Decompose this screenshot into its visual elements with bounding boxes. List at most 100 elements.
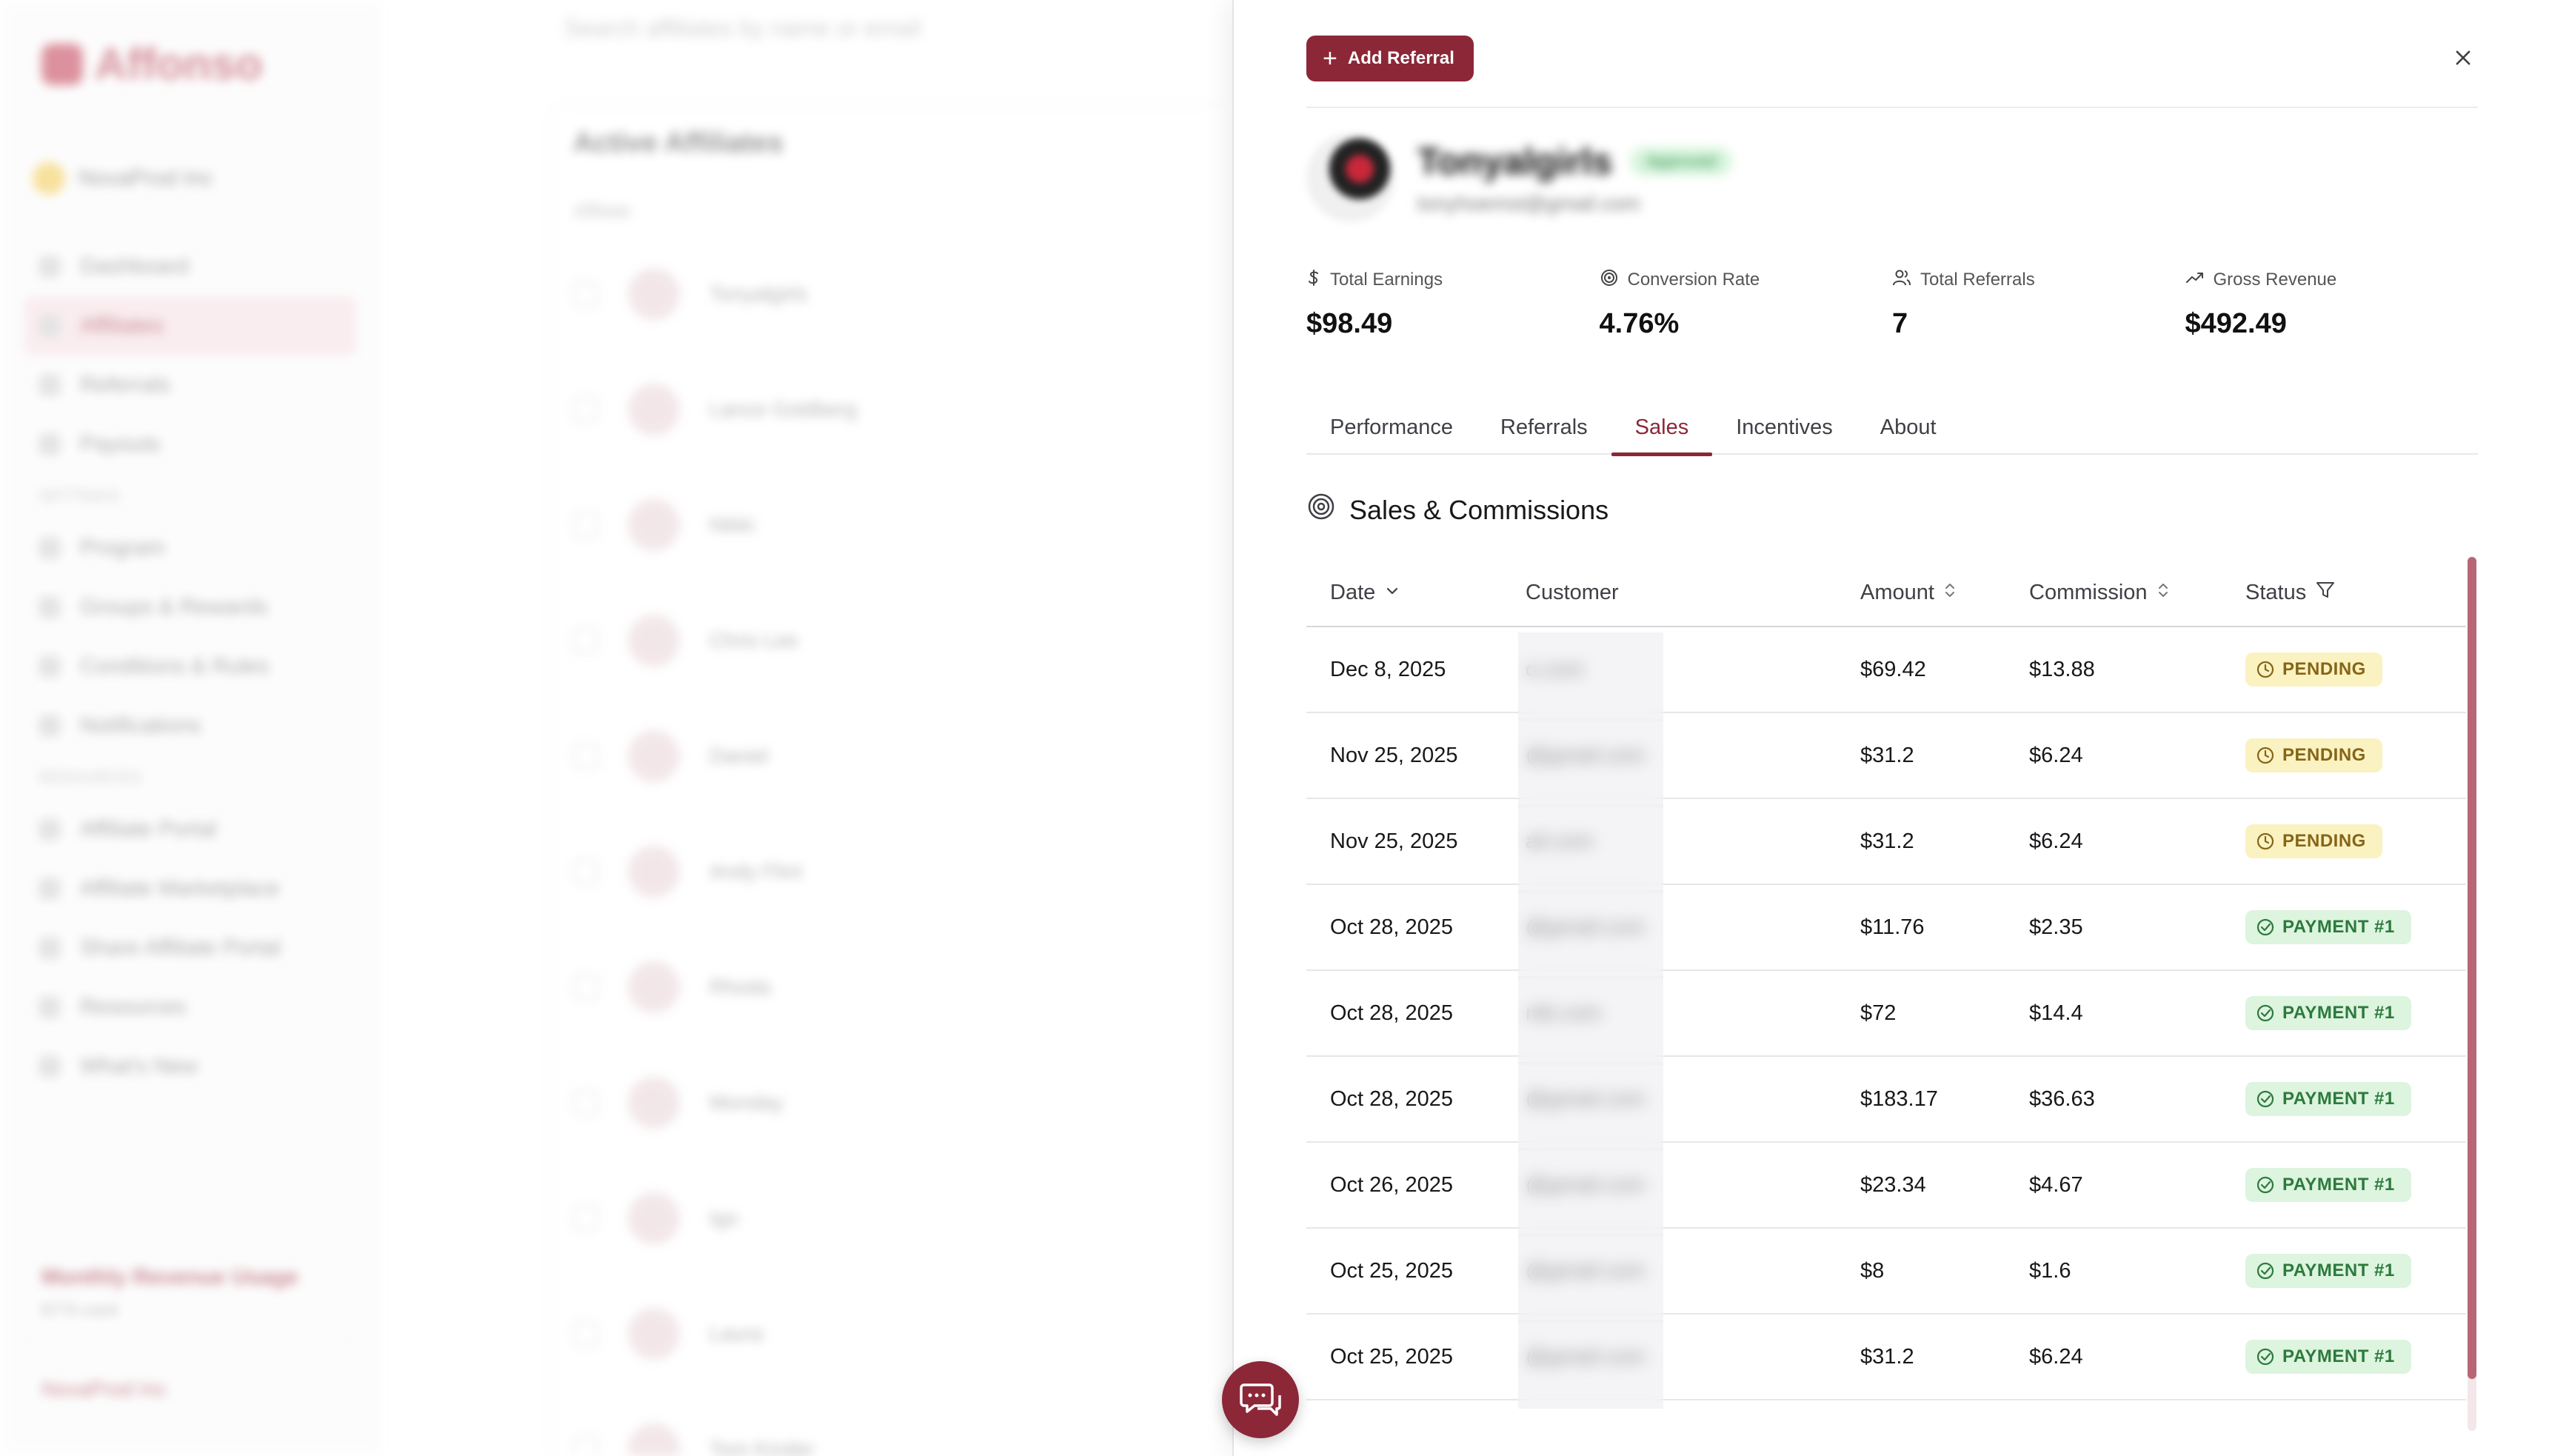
trending-up-icon bbox=[2185, 268, 2205, 293]
bg-nav-item: Payouts bbox=[24, 415, 357, 474]
redaction-blur bbox=[1518, 804, 1663, 893]
cell-status: PAYMENT #1 bbox=[2245, 884, 2466, 971]
cell-date: Oct 28, 2025 bbox=[1306, 884, 1526, 971]
redaction-blur bbox=[1518, 1233, 1663, 1323]
bg-workspace-name: NovaProd Inc bbox=[78, 166, 213, 190]
stat-value: $98.49 bbox=[1306, 308, 1393, 339]
stat-gross-revenue: Gross Revenue $492.49 bbox=[2185, 268, 2479, 340]
cell-customer: @gmail.com bbox=[1518, 1228, 1860, 1323]
add-referral-label: Add Referral bbox=[1347, 48, 1454, 68]
affiliate-profile: Tonyalgirls Approved tonyhoemst@gmail.co… bbox=[1306, 133, 1733, 222]
status-badge: PENDING bbox=[2245, 738, 2382, 772]
cell-amount: $31.2 bbox=[1860, 712, 2029, 799]
cell-customer: @gmail.com bbox=[1518, 712, 1860, 807]
cell-customer: ail.com bbox=[1518, 798, 1860, 893]
check-circle-icon bbox=[2256, 1175, 2275, 1195]
bg-user-name: NovaProd Inc bbox=[41, 1377, 167, 1400]
bg-nav-item: What's New bbox=[24, 1037, 357, 1096]
table-row[interactable]: Nov 25, 2025ail.com$31.2$6.24 PENDING bbox=[1306, 798, 2466, 893]
bg-nav-item: Affiliate Portal bbox=[24, 800, 357, 859]
status-text: PENDING bbox=[2282, 831, 2366, 851]
background-app: Affonso NovaProd Inc Dashboard Affiliate… bbox=[0, 0, 1232, 1456]
cell-commission: $36.63 bbox=[2029, 1056, 2245, 1143]
cell-date: Oct 26, 2025 bbox=[1306, 1142, 1526, 1229]
bg-row: Rhoda bbox=[573, 946, 1232, 1028]
dollar-icon bbox=[1306, 269, 1321, 292]
add-referral-button[interactable]: + Add Referral bbox=[1306, 36, 1474, 81]
bg-row: Chris Lee bbox=[573, 600, 1232, 681]
table-row[interactable]: Oct 26, 2025@gmail.com$23.34$4.67 PAYMENT… bbox=[1306, 1142, 2466, 1237]
bg-nav: Dashboard Affiliates Referrals Payouts S… bbox=[24, 237, 357, 1096]
table-row[interactable]: Oct 28, 2025@gmail.com$183.17$36.63 PAYME… bbox=[1306, 1056, 2466, 1151]
table-row[interactable]: Oct 25, 2025@gmail.com$8$1.6 PAYMENT #1 bbox=[1306, 1228, 2466, 1323]
status-text: PAYMENT #1 bbox=[2282, 1260, 2395, 1280]
column-customer: Customer bbox=[1526, 560, 1860, 627]
bg-nav-item: Conditions & Rules bbox=[24, 637, 357, 696]
stat-label: Gross Revenue bbox=[2213, 270, 2337, 290]
cell-date: Oct 25, 2025 bbox=[1306, 1228, 1526, 1315]
bg-table-header: Affiliate bbox=[573, 201, 632, 221]
scrollbar-thumb[interactable] bbox=[2468, 557, 2476, 1379]
stat-conversion-rate: Conversion Rate 4.76% bbox=[1600, 268, 1893, 340]
affiliate-name: Tonyalgirls bbox=[1417, 141, 1613, 182]
stats-row: Total Earnings $98.49 Conversion Rate 4.… bbox=[1306, 268, 2478, 340]
bg-nav-item: Groups & Rewards bbox=[24, 578, 357, 637]
status-badge: PAYMENT #1 bbox=[2245, 910, 2411, 944]
status-badge: PAYMENT #1 bbox=[2245, 1254, 2411, 1288]
redaction-blur bbox=[1518, 1147, 1663, 1237]
bg-usage-sub: $776 used bbox=[41, 1300, 118, 1319]
close-icon[interactable] bbox=[2442, 37, 2484, 79]
clock-icon bbox=[2256, 746, 2275, 765]
redaction-blur bbox=[1518, 632, 1663, 721]
bg-nav-item: Resources bbox=[24, 978, 357, 1037]
cell-amount: $183.17 bbox=[1860, 1056, 2029, 1143]
plus-icon: + bbox=[1323, 44, 1337, 73]
column-amount[interactable]: Amount bbox=[1860, 560, 2029, 627]
cell-amount: $23.34 bbox=[1860, 1142, 2029, 1229]
status-badge: PENDING bbox=[2245, 824, 2382, 858]
chevron-down-icon bbox=[1384, 581, 1400, 605]
sort-icon bbox=[1943, 581, 1957, 606]
tab-incentives[interactable]: Incentives bbox=[1736, 415, 1833, 439]
table-row[interactable]: Oct 28, 2025ntb.com$72$14.4 PAYMENT #1 bbox=[1306, 970, 2466, 1065]
bg-row: Igo bbox=[573, 1178, 1232, 1259]
stat-label: Total Earnings bbox=[1330, 270, 1443, 290]
bg-nav-item: Affiliate Marketplace bbox=[24, 859, 357, 918]
check-circle-icon bbox=[2256, 1261, 2275, 1280]
tab-referrals[interactable]: Referrals bbox=[1500, 415, 1588, 439]
bg-row: Monday bbox=[573, 1062, 1232, 1143]
cell-commission: $2.35 bbox=[2029, 884, 2245, 971]
bg-row: Andy Flint bbox=[573, 831, 1232, 912]
column-date[interactable]: Date bbox=[1306, 560, 1526, 627]
cell-commission: $4.67 bbox=[2029, 1142, 2245, 1229]
status-text: PAYMENT #1 bbox=[2282, 917, 2395, 937]
table-row[interactable]: Nov 25, 2025@gmail.com$31.2$6.24 PENDING bbox=[1306, 712, 2466, 807]
divider bbox=[1306, 107, 2478, 108]
column-status[interactable]: Status bbox=[2245, 560, 2466, 627]
table-row[interactable]: Oct 25, 2025@gmail.com$31.2$6.24 PAYMENT … bbox=[1306, 1314, 2466, 1409]
tab-performance[interactable]: Performance bbox=[1330, 415, 1454, 439]
table-row[interactable]: Dec 8, 2025o.com$69.42$13.88 PENDING bbox=[1306, 627, 2466, 721]
cell-amount: $69.42 bbox=[1860, 627, 2029, 713]
cell-date: Oct 25, 2025 bbox=[1306, 1314, 1526, 1400]
table-row[interactable]: Oct 28, 2025@gmail.com$11.76$2.35 PAYMENT… bbox=[1306, 884, 2466, 979]
tab-about[interactable]: About bbox=[1880, 415, 1937, 439]
bg-row: Laura bbox=[573, 1293, 1232, 1375]
avatar bbox=[1306, 133, 1395, 222]
stat-value: 7 bbox=[1892, 308, 1908, 339]
filter-icon[interactable] bbox=[2315, 580, 2336, 607]
bg-row: Lance Goldberg bbox=[573, 369, 1232, 450]
users-icon bbox=[1892, 268, 1911, 293]
cell-date: Nov 25, 2025 bbox=[1306, 712, 1526, 799]
cell-status: PAYMENT #1 bbox=[2245, 1142, 2466, 1229]
column-commission[interactable]: Commission bbox=[2029, 560, 2245, 627]
cell-commission: $6.24 bbox=[2029, 798, 2245, 885]
tab-sales[interactable]: Sales bbox=[1611, 400, 1713, 456]
chat-icon[interactable] bbox=[1222, 1361, 1299, 1438]
stat-total-referrals: Total Referrals 7 bbox=[1892, 268, 2185, 340]
cell-date: Dec 8, 2025 bbox=[1306, 627, 1526, 713]
target-icon bbox=[1306, 492, 1336, 528]
bg-nav-item: Share Affiliate Portal bbox=[24, 918, 357, 978]
bg-row: Tonyalgirls bbox=[573, 253, 1232, 335]
bg-nav-item: Referrals bbox=[24, 355, 357, 415]
